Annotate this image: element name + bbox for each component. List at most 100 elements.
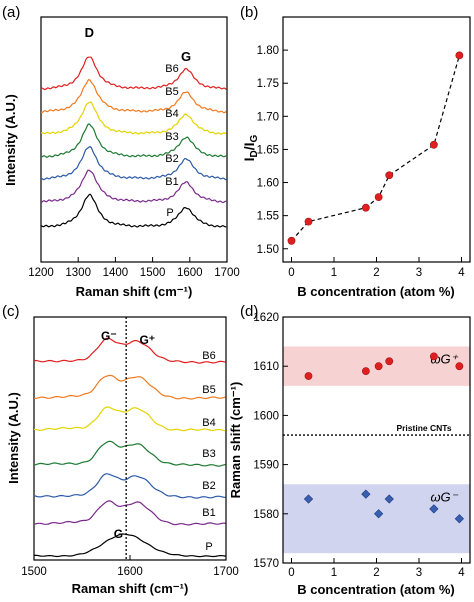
panel-d-x-tick-label: 2 — [373, 567, 379, 579]
panel-d-y-tick-label: 1570 — [253, 558, 279, 570]
panel-b-y-tick-label: 1.75 — [257, 78, 279, 90]
panel-b-y-tick-label: 1.70 — [257, 111, 279, 123]
panel-c-curve-B1 — [33, 500, 226, 526]
panel-a-curve-P — [40, 193, 227, 228]
panel-b-x-tick-label: 1 — [331, 267, 337, 279]
panel-b-x-tick-label: 3 — [416, 267, 422, 279]
panel-b-x-tick-label: 0 — [288, 267, 294, 279]
panel-b-point — [455, 51, 464, 60]
panel-a-peak-label: D — [85, 25, 94, 40]
panel-b-chart: 0 1 2 3 4 1.50 1.55 1.60 1.65 1.70 1.75 1.80 B conc… — [241, 16, 471, 299]
panel-c-x-tick-label: 1600 — [117, 566, 143, 578]
panel-a-series-label: B1 — [165, 176, 178, 188]
panel-a-series-label: B5 — [165, 86, 178, 98]
panel-d-point-upper — [455, 362, 464, 371]
panel-d-x-title: B concentration (atom %) — [297, 582, 454, 597]
panel-d-point-lower — [361, 489, 371, 499]
panel-c-curve-B2 — [33, 473, 226, 499]
panel-c-peak-label: G⁺ — [139, 333, 155, 347]
panel-b-y-tick-label: 1.80 — [257, 45, 279, 57]
panel-d-band — [283, 484, 470, 554]
panel-b-frame — [282, 16, 471, 263]
panel-a-x-tick-label: 1600 — [177, 267, 203, 279]
panel-a-x-title: Raman shift (cm⁻¹) — [76, 284, 193, 299]
panel-d-point-lower — [384, 494, 394, 504]
panel-a-peak-label: G — [181, 49, 191, 64]
panel-c-curve-B4 — [34, 406, 226, 432]
panel-b-point — [385, 171, 394, 180]
panel-a-x-tick-label: 1700 — [214, 267, 240, 279]
panel-d-point-upper — [374, 362, 383, 371]
panel-c-peak-label: G⁻ — [101, 329, 117, 343]
panel-b-y-tick-label: 1.60 — [257, 178, 279, 190]
panel-d-y-title: Raman shift (cm⁻¹) — [228, 382, 243, 499]
panel-a-series-label: B6 — [165, 63, 178, 75]
panel-d-x-tick-label: 4 — [458, 567, 465, 579]
panel-d-y-tick-label: 1580 — [253, 509, 279, 521]
panel-d-x-tick-label: 0 — [288, 567, 294, 579]
panel-b-point — [361, 203, 370, 212]
panel-a-series-label: B4 — [165, 108, 178, 120]
panel-a-x-tick-label: 1300 — [65, 267, 91, 279]
panel-d-point-lower — [374, 509, 384, 519]
panel-c-curve-P — [33, 533, 226, 558]
panel-d-point-lower — [303, 494, 314, 504]
panel-d-point-upper — [361, 367, 370, 376]
panel-c-x-title: Raman shift (cm⁻¹) — [72, 581, 189, 596]
panel-d-y-tick-label: 1610 — [253, 361, 279, 373]
panel-c-series-label: B2 — [202, 480, 215, 492]
panel-d-point-lower — [429, 504, 439, 514]
panel-b-y-tick-label: 1.50 — [257, 244, 279, 256]
panel-c-series-label: B6 — [202, 350, 215, 362]
panel-d-y-tick-label: 1600 — [253, 410, 279, 422]
panel-a-chart: P B1 B2 B3 B4 B5 B6 D G 1200 1300 1400 1500 1600 1700… — [3, 16, 240, 299]
panel-a-x-tick-label: 1400 — [103, 267, 129, 279]
panel-d-point-upper — [385, 357, 394, 366]
panel-d-point-upper — [304, 372, 313, 380]
panel-a-curve-B5 — [40, 78, 227, 114]
panel-c-peak-label: G — [114, 527, 123, 541]
panel-c-series-label: B1 — [202, 507, 215, 519]
panel-a-series-label: B3 — [165, 131, 178, 143]
panel-a-curve-B4 — [40, 101, 227, 135]
panel-a-curve-B1 — [40, 169, 227, 204]
panel-a-curve-B3 — [40, 123, 227, 158]
panel-d-point-lower — [454, 514, 464, 524]
panel-d-y-tick-label: 1620 — [253, 312, 279, 324]
panel-b-y-tick-label: 1.55 — [257, 211, 279, 223]
panel-b-point — [374, 193, 383, 202]
panel-b-x-tick-label: 2 — [373, 267, 379, 279]
panel-b-x-tick-label: 4 — [458, 267, 465, 279]
panel-c-series-label: P — [205, 541, 212, 553]
panel-d-reference-label: Pristine CNTs — [396, 423, 451, 433]
panel-c-series-label: B3 — [202, 448, 215, 460]
panel-c-x-tick-label: 1500 — [21, 566, 47, 578]
panel-b-x-title: B concentration (atom %) — [297, 284, 454, 299]
panel-a-y-title: Intensity (A.U.) — [3, 94, 18, 186]
panel-d-x-tick-label: 1 — [331, 567, 337, 579]
panel-c-curve-B6 — [33, 337, 226, 364]
panel-d-chart: ωG⁺ωG⁻Pristine CNTs 0 1 2 3 4157015801590160… — [228, 312, 471, 597]
panel-b-y-tick-label: 1.65 — [257, 144, 279, 156]
panel-label-c: (c) — [2, 303, 20, 320]
panel-label-b: (b) — [240, 4, 258, 21]
panel-label-a: (a) — [2, 4, 20, 21]
panel-d-y-tick-label: 1590 — [253, 460, 279, 472]
panel-d-point-upper — [429, 352, 438, 361]
panel-a-x-tick-label: 1200 — [28, 267, 54, 279]
panel-a-x-tick-label: 1500 — [140, 267, 166, 279]
panel-d-band-label: ωG⁻ — [430, 489, 458, 504]
panel-c-curve-B3 — [33, 440, 226, 467]
panel-a-series-label: B2 — [165, 153, 178, 165]
panel-c-series-label: B5 — [202, 384, 215, 396]
panel-a-curve-B2 — [40, 145, 227, 181]
panel-c-chart: P B1 B2 B3 B4 B5 B6 G⁻ G⁺ G 1500 1600 1700 Raman sh… — [6, 316, 239, 596]
panel-c-series-label: B4 — [202, 417, 215, 429]
panel-b-point — [287, 236, 296, 245]
panel-c-x-tick-label: 1700 — [213, 566, 239, 578]
panel-b-point — [304, 217, 313, 226]
panel-a-curve-B6 — [40, 56, 227, 90]
panel-a-series-label: P — [166, 207, 173, 219]
panel-a-frame — [40, 16, 228, 263]
